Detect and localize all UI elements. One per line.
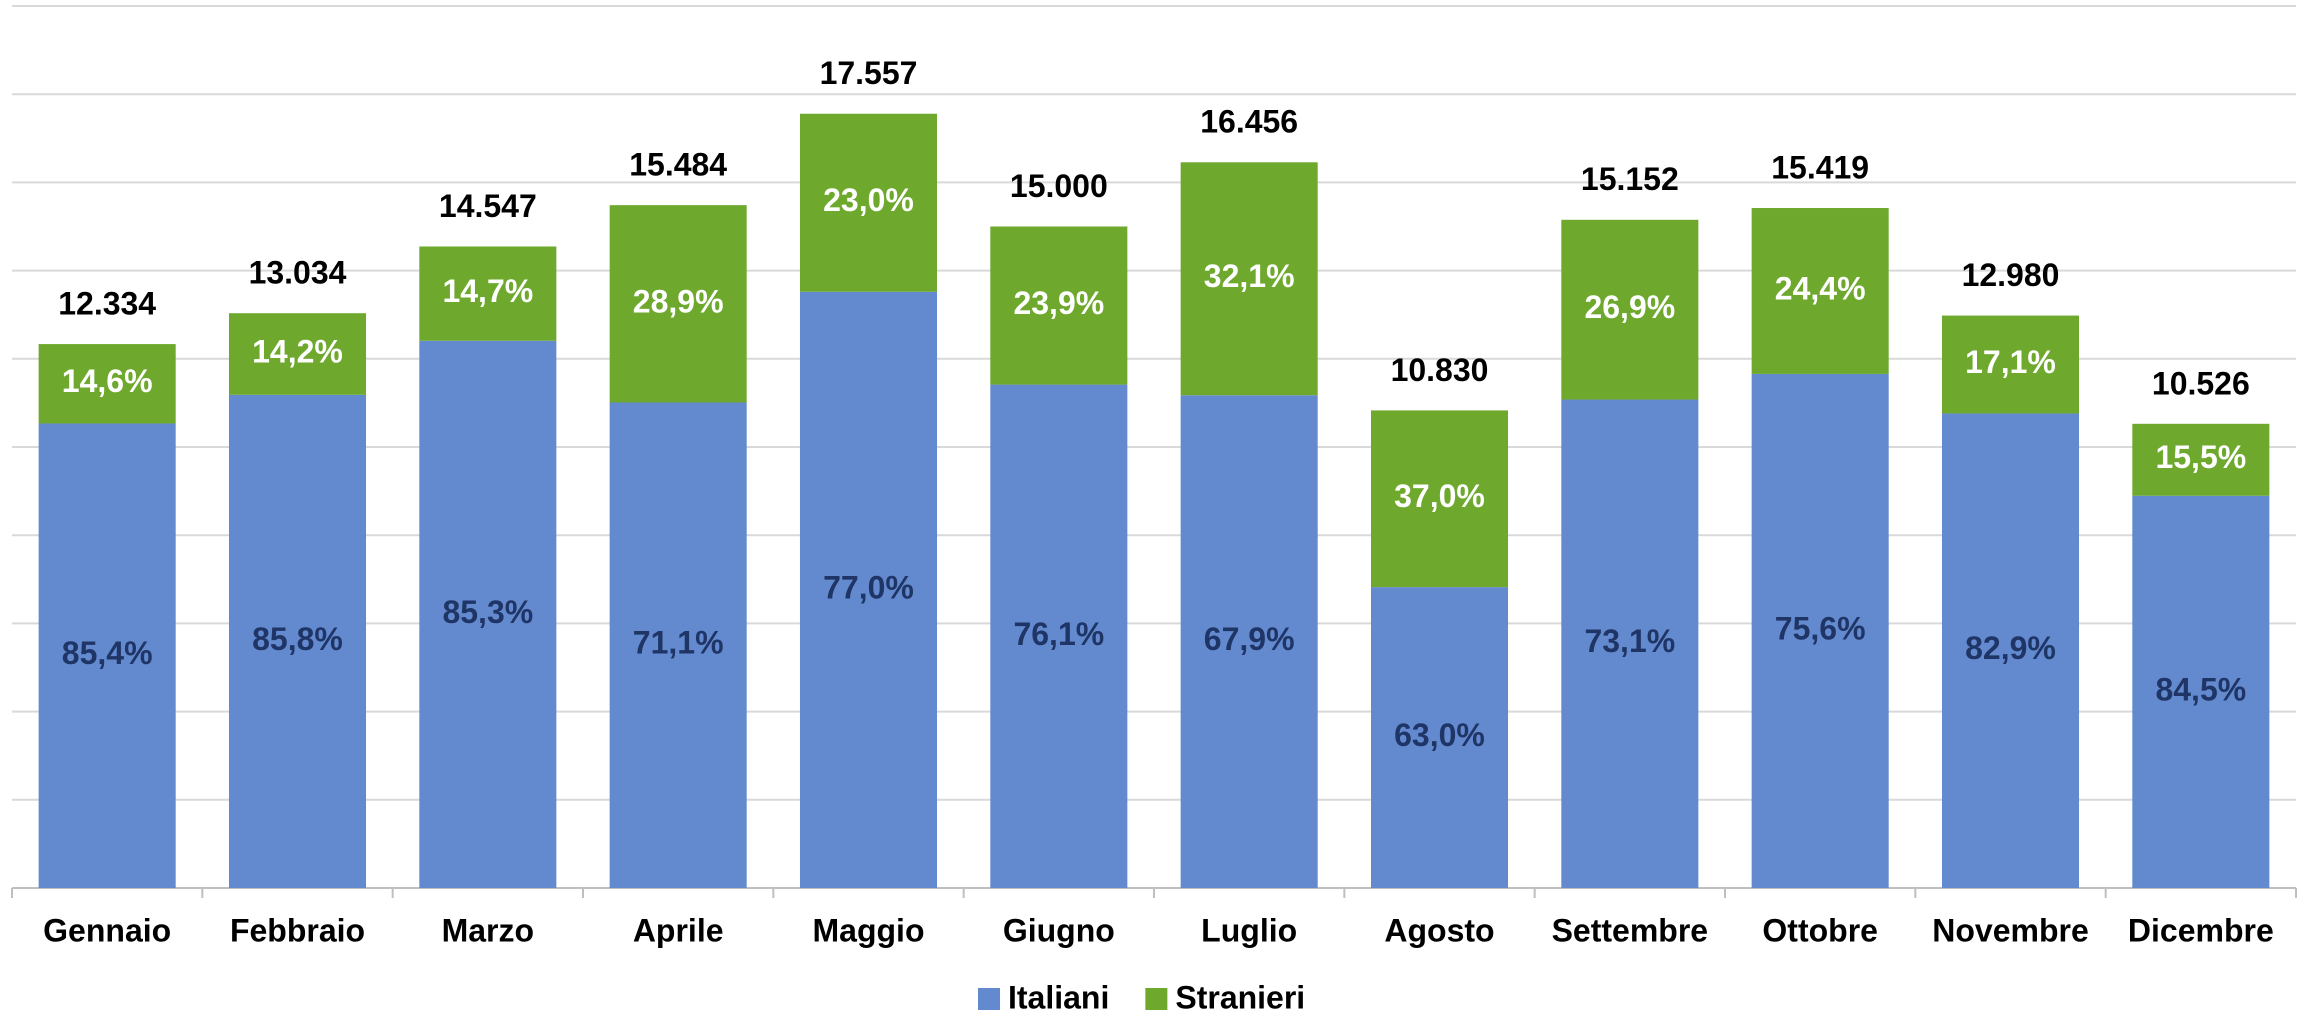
x-tick-label: Ottobre [1762,912,1878,948]
bar-segment [1370,587,1509,888]
x-tick-label: Febbraio [230,912,365,948]
total-label: 12.334 [58,286,156,322]
bar-segment [2132,495,2270,888]
legend-label: Stranieri [1175,979,1305,1015]
x-tick-label: Agosto [1384,912,1494,948]
segment-label: 14,7% [442,273,533,309]
bar-segment [2132,423,2270,496]
bar-segment [799,291,938,888]
bar-segment [419,340,557,888]
total-label: 15.419 [1771,149,1869,185]
x-tick-label: Settembre [1552,912,1709,948]
bar-segment [1561,219,1699,400]
x-tick-label: Marzo [442,912,534,948]
segment-label: 15,5% [2155,439,2246,475]
total-label: 14.547 [439,188,537,224]
segment-label: 85,3% [442,594,533,630]
bar-segment [990,384,1128,888]
segment-label: 67,9% [1204,621,1295,657]
segment-label: 73,1% [1584,623,1675,659]
segment-label: 84,5% [2155,671,2246,707]
x-tick-label: Aprile [633,912,724,948]
x-tick-label: Gennaio [43,912,171,948]
legend-swatch [1145,988,1168,1010]
segment-label: 76,1% [1013,616,1104,652]
x-tick-label: Dicembre [2128,912,2274,948]
segment-label: 82,9% [1965,630,2056,666]
total-label: 12.980 [1962,257,2060,293]
total-label: 15.152 [1581,161,1679,197]
total-label: 15.484 [629,147,727,183]
bar-segment [1941,413,2080,888]
total-label: 10.526 [2152,365,2250,401]
bar-segment [990,226,1128,385]
legend-swatch [978,988,1000,1010]
segment-label: 14,2% [252,333,343,369]
legend-label: Italiani [1008,979,1109,1015]
total-label: 15.000 [1010,168,1108,204]
segment-label: 23,9% [1013,285,1104,321]
total-label: 16.456 [1200,104,1298,140]
x-tick-label: Giugno [1003,912,1115,948]
segment-label: 63,0% [1394,717,1485,753]
bar-segment [1370,410,1509,588]
bar-segment [1751,208,1889,374]
total-label: 13.034 [249,255,347,291]
x-tick-label: Maggio [813,912,925,948]
x-tick-label: Novembre [1932,912,2089,948]
bar-segment [419,246,557,341]
x-tick-label: Luglio [1201,912,1297,948]
total-label: 10.830 [1391,352,1489,388]
segment-label: 24,4% [1775,270,1866,306]
segment-label: 26,9% [1584,289,1675,325]
bar-segment [1180,162,1318,396]
bar-segment [1751,373,1889,888]
bar-segment [1941,315,2080,414]
segment-label: 85,8% [252,621,343,657]
bar-segment [228,313,367,395]
segment-label: 23,0% [823,182,914,218]
segment-label: 28,9% [633,283,724,319]
bar-segment [38,344,176,424]
bar-segment [228,394,367,888]
bar-segment [609,402,747,888]
total-label: 17.557 [820,55,918,91]
bar-segment [609,205,747,403]
bar-segment [1180,395,1318,888]
segment-label: 17,1% [1965,344,2056,380]
bar-segment [799,113,938,292]
segment-label: 14,6% [62,363,153,399]
segment-label: 37,0% [1394,478,1485,514]
bar-segment [1561,399,1699,888]
segment-label: 77,0% [823,569,914,605]
segment-label: 71,1% [633,625,724,661]
segment-label: 75,6% [1775,610,1866,646]
bar-segment [38,423,176,888]
segment-label: 32,1% [1204,258,1295,294]
segment-label: 85,4% [62,635,153,671]
